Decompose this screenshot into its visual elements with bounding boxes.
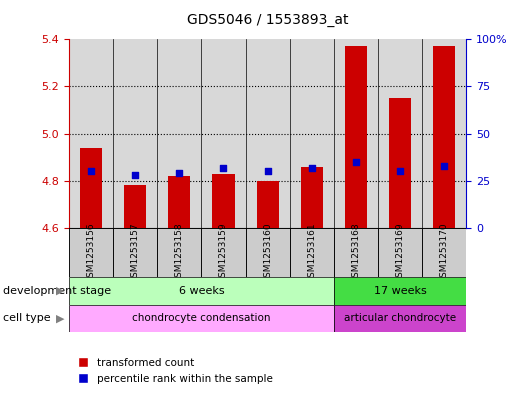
Bar xyxy=(69,228,113,277)
Text: cell type: cell type xyxy=(3,313,50,323)
Text: 6 weeks: 6 weeks xyxy=(179,286,224,296)
Text: GSM1253157: GSM1253157 xyxy=(131,222,139,283)
Legend: transformed count, percentile rank within the sample: transformed count, percentile rank withi… xyxy=(74,354,277,388)
Bar xyxy=(245,228,290,277)
Text: articular chondrocyte: articular chondrocyte xyxy=(344,313,456,323)
Text: chondrocyte condensation: chondrocyte condensation xyxy=(132,313,271,323)
Bar xyxy=(334,277,466,305)
Bar xyxy=(69,277,334,305)
Bar xyxy=(389,98,411,228)
Bar xyxy=(69,305,334,332)
Bar xyxy=(213,174,234,228)
Bar xyxy=(334,305,466,332)
Bar xyxy=(378,228,422,277)
Point xyxy=(307,164,316,171)
Bar xyxy=(422,228,466,277)
Bar xyxy=(80,148,102,228)
Point xyxy=(396,168,404,174)
Text: 17 weeks: 17 weeks xyxy=(374,286,427,296)
Text: GSM1253170: GSM1253170 xyxy=(440,222,449,283)
Text: GSM1253158: GSM1253158 xyxy=(175,222,184,283)
Text: development stage: development stage xyxy=(3,286,111,296)
Bar xyxy=(257,181,279,228)
Point xyxy=(175,170,183,176)
Point xyxy=(352,159,360,165)
Text: GSM1253160: GSM1253160 xyxy=(263,222,272,283)
Bar xyxy=(201,228,245,277)
Bar xyxy=(113,228,157,277)
Text: GSM1253159: GSM1253159 xyxy=(219,222,228,283)
Point xyxy=(219,164,228,171)
Bar xyxy=(345,46,367,228)
Point xyxy=(87,168,95,174)
Bar xyxy=(301,167,323,228)
Bar xyxy=(157,228,201,277)
Bar xyxy=(434,46,455,228)
Bar xyxy=(290,228,334,277)
Text: GSM1253156: GSM1253156 xyxy=(86,222,95,283)
Point xyxy=(440,163,448,169)
Text: GSM1253161: GSM1253161 xyxy=(307,222,316,283)
Bar xyxy=(124,185,146,228)
Text: GSM1253169: GSM1253169 xyxy=(396,222,404,283)
Text: GDS5046 / 1553893_at: GDS5046 / 1553893_at xyxy=(187,13,348,27)
Text: ▶: ▶ xyxy=(56,313,65,323)
Point xyxy=(131,172,139,178)
Text: ▶: ▶ xyxy=(56,286,65,296)
Text: GSM1253168: GSM1253168 xyxy=(351,222,360,283)
Bar xyxy=(334,228,378,277)
Bar xyxy=(168,176,190,228)
Point xyxy=(263,168,272,174)
